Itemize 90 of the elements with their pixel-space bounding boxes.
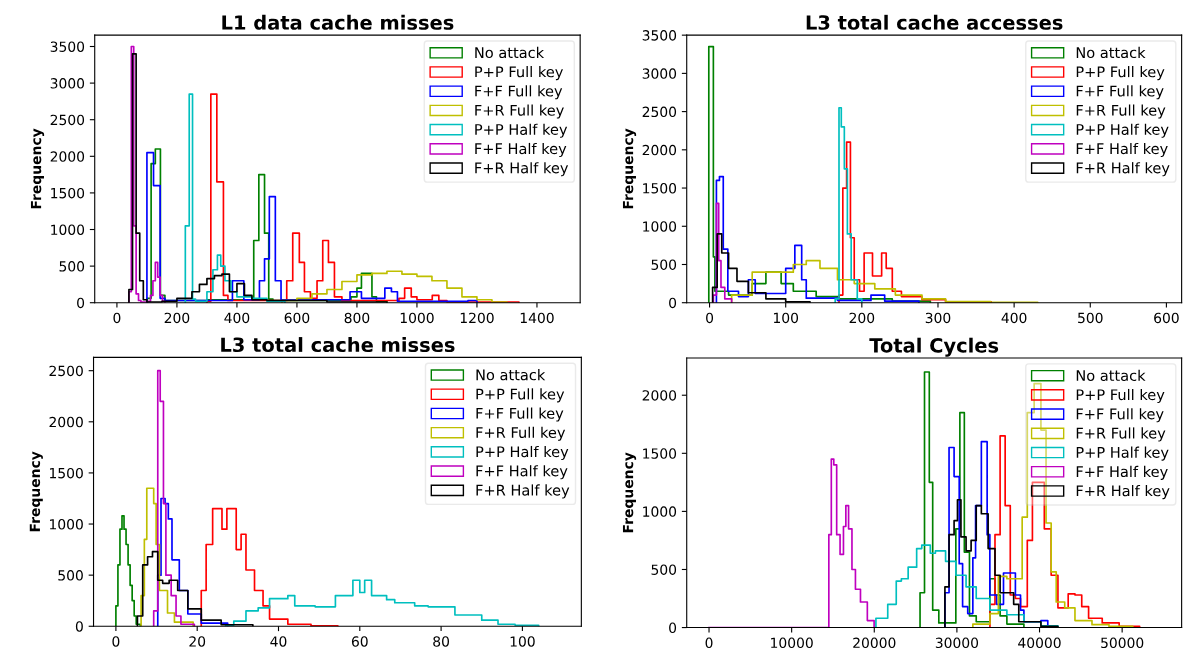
legend-label: F+F Full key [1076,408,1164,423]
x-tick-label: 0 [705,637,713,649]
x-tick-label: 0 [112,636,120,647]
x-tick-label: 200 [164,312,190,324]
legend-label: P+P Half key [1076,123,1169,138]
y-axis-title: Frequency [29,451,43,532]
y-axis-title: Frequency [622,452,637,533]
legend-label: P+P Full key [476,388,565,403]
y-tick-label: 500 [651,564,677,575]
x-tick-label: 20 [189,636,206,647]
legend-label: F+R Half key [476,484,570,499]
x-tick-label: 30000 [935,637,979,649]
legend-label: F+F Half key [476,465,568,480]
x-tick-label: 40000 [1018,637,1061,649]
x-tick-label: 300 [925,312,951,324]
x-tick-label: 0 [113,312,121,324]
y-tick-label: 1000 [643,506,677,517]
x-tick-label: 800 [344,312,370,324]
y-tick-label: 1000 [643,221,677,232]
x-tick-label: 1000 [400,312,434,324]
legend-label: No attack [475,46,545,59]
x-tick-label: 400 [1001,312,1027,324]
y-tick-label: 1500 [643,448,677,459]
x-tick-label: 200 [849,312,875,324]
x-tick-label: 600 [1154,312,1179,324]
y-tick-label: 1500 [643,183,677,194]
y-tick-label: 2000 [642,390,677,401]
y-tick-label: 1500 [49,467,83,479]
x-tick-label: 1200 [460,312,494,324]
y-tick-label: 3000 [642,68,677,79]
x-tick-label: 1400 [520,312,554,324]
y-tick-label: 500 [651,259,677,270]
x-tick-label: 100 [773,312,799,324]
y-tick-label: 500 [58,570,83,581]
legend-label: P+P Full key [1076,388,1165,404]
y-tick-label: 0 [669,622,677,634]
y-tick-label: 500 [59,261,85,272]
legend-label: F+R Full key [1076,427,1166,442]
x-tick-label: 60 [351,636,368,647]
y-tick-label: 2500 [49,365,83,377]
y-axis-title: Frequency [622,128,637,209]
y-tick-label: 1500 [51,187,85,199]
x-tick-label: 400 [224,312,250,324]
legend-label: F+R Full key [475,104,564,119]
chart-title: Total Cycles [869,337,999,357]
legend-label: F+R Full key [476,426,566,441]
x-tick-label: 0 [706,312,714,324]
y-axis-title: Frequency [30,128,45,209]
legend-label: F+F Half key [475,142,567,158]
legend-label: F+F Half key [1076,465,1168,480]
y-tick-label: 2500 [642,106,677,118]
legend-label: F+F Half key [1076,142,1168,158]
y-tick-label: 1000 [49,519,83,530]
x-tick-label: 40 [270,636,287,647]
y-tick-label: 3000 [50,78,85,89]
y-tick-label: 2000 [49,416,83,428]
legend-label: F+R Full key [1076,104,1166,119]
legend-label: F+F Full key [1076,85,1164,100]
legend-label: F+R Half key [1076,162,1170,177]
y-tick-label: 0 [669,297,677,309]
chart-title: L3 total cache accesses [806,14,1063,30]
y-tick-label: 2000 [642,144,677,156]
legend-label: No attack [1076,46,1146,59]
x-tick-label: 500 [1078,312,1103,324]
legend-label: P+P Full key [1076,66,1165,81]
legend-label: No attack [1076,369,1146,382]
x-tick-label: 10000 [771,637,813,649]
chart-title: L3 total cache misses [221,337,455,353]
legend-label: P+P Half key [475,123,568,138]
y-tick-label: 3500 [642,30,677,41]
y-tick-label: 2500 [50,114,85,126]
legend-label: P+P Half key [1076,446,1169,461]
x-tick-label: 600 [284,312,310,324]
chart-title: L1 data cache misses [222,14,454,30]
x-tick-label: 80 [433,636,450,647]
legend-label: P+P Full key [475,66,563,81]
x-tick-label: 20000 [853,637,896,649]
x-tick-label: 100 [510,636,535,647]
y-tick-label: 0 [75,621,83,632]
x-tick-label: 50000 [1101,637,1144,649]
y-tick-label: 3500 [50,41,85,52]
y-tick-label: 1000 [51,224,85,235]
legend-label: F+R Half key [1076,485,1170,500]
legend-label: F+R Half key [475,162,569,177]
legend-label: F+F Full key [476,407,564,422]
legend-label: No attack [476,369,546,381]
y-tick-label: 0 [77,297,85,309]
legend-label: P+P Half key [476,445,569,461]
legend-label: F+F Full key [475,85,563,100]
y-tick-label: 2000 [50,151,85,162]
